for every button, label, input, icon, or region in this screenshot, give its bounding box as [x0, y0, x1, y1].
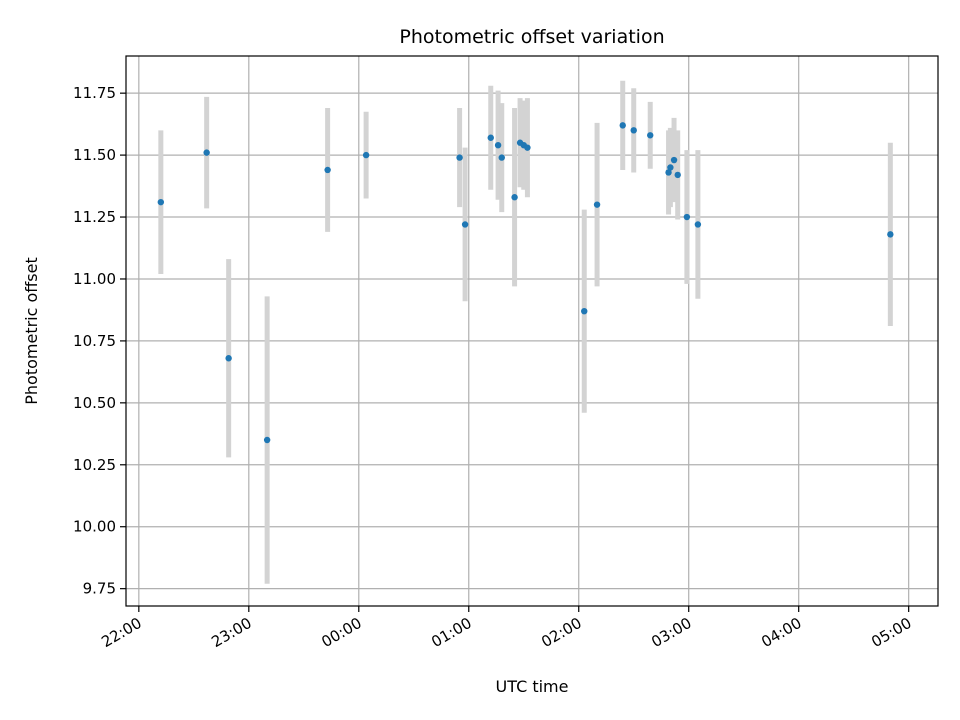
data-point: [887, 231, 894, 238]
x-axis-title: UTC time: [496, 677, 569, 696]
y-tick-label: 10.75: [73, 332, 116, 350]
y-tick-label: 11.75: [73, 84, 116, 102]
data-point: [647, 132, 654, 139]
y-tick-label: 10.25: [73, 456, 116, 474]
chart-title: Photometric offset variation: [399, 26, 664, 48]
data-point: [683, 213, 691, 221]
data-point: [524, 144, 531, 151]
data-point: [630, 127, 637, 134]
data-point: [456, 154, 463, 161]
data-point: [667, 164, 674, 171]
grid: [126, 56, 938, 606]
data-point: [665, 169, 672, 176]
data-point: [593, 201, 601, 208]
y-tick-label: 11.50: [73, 146, 116, 164]
data-point: [494, 141, 502, 149]
data-point: [203, 149, 210, 156]
y-tick-label: 10.00: [73, 518, 116, 536]
data-point: [694, 221, 702, 228]
y-tick-label: 9.75: [83, 580, 116, 598]
data-point: [670, 156, 678, 164]
y-tick-label: 10.50: [73, 394, 116, 412]
data-point: [511, 194, 518, 201]
data-point: [157, 198, 165, 206]
data-point: [619, 122, 626, 129]
data-point: [461, 221, 469, 228]
y-tick-label: 11.00: [73, 270, 116, 288]
data-point: [324, 166, 331, 174]
y-axis-title: Photometric offset: [22, 257, 41, 405]
y-axis: 9.75 10.00 10.25 10.50 10.75 11.00 11.25 11.50 1…: [73, 84, 126, 598]
data-point: [487, 134, 494, 141]
data-points: [157, 122, 894, 444]
data-point: [498, 154, 505, 161]
data-point: [362, 151, 370, 159]
y-tick-label: 11.25: [73, 208, 116, 226]
data-point: [225, 355, 232, 362]
data-point: [263, 436, 271, 444]
data-point: [581, 307, 588, 315]
plot-frame: [125, 55, 939, 607]
data-point: [674, 171, 681, 179]
